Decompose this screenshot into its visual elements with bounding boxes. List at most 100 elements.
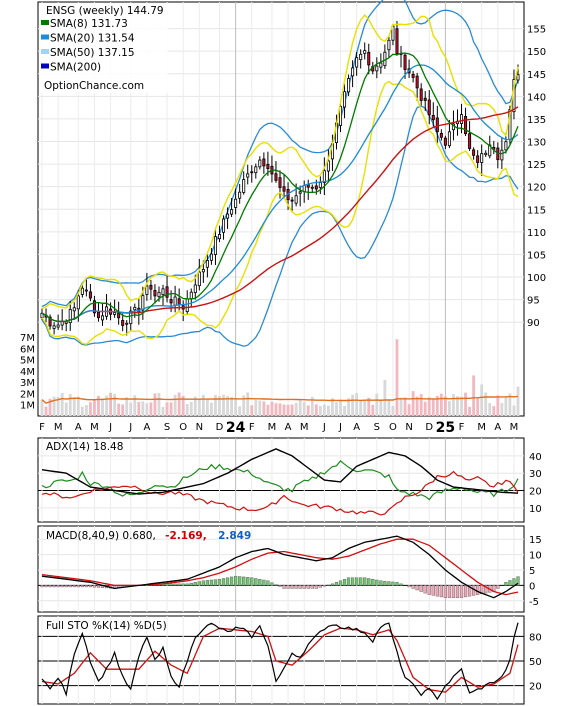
minus-di-line	[41, 470, 519, 516]
volume-bar	[177, 392, 181, 416]
month-label: 24	[226, 420, 246, 436]
volume-bar	[121, 404, 125, 416]
macd-hist-bar	[88, 585, 93, 588]
volume-bar	[290, 404, 294, 416]
volume-bar	[306, 405, 310, 416]
macd-hist-bar	[415, 585, 419, 591]
month-label: M	[477, 422, 486, 433]
price-tick-label: 135	[527, 115, 546, 126]
macd-hist-bar	[330, 583, 335, 586]
month-label: A	[143, 422, 150, 433]
macd-hist-bar	[346, 577, 351, 586]
volume-bar	[351, 394, 355, 416]
volume-bar	[84, 405, 88, 416]
macd-hist-bar	[76, 585, 80, 588]
legend-entries: SMA(8) 131.73 SMA(20) 131.54 SMA(50) 137.1…	[41, 18, 135, 74]
month-label: F	[249, 422, 255, 433]
macd-hist-bar	[92, 585, 97, 588]
legend-background	[40, 3, 168, 93]
volume-tick-label: 6M	[20, 344, 35, 355]
volume-bar	[310, 396, 314, 416]
volume-bar	[101, 398, 104, 416]
volume-bar	[302, 401, 306, 416]
month-label: N	[196, 422, 203, 433]
macd-hist-bar	[246, 577, 250, 586]
macd-hist-bar	[221, 578, 226, 586]
candle	[250, 165, 254, 183]
volume-bar	[460, 396, 463, 416]
candle	[52, 322, 56, 335]
macd-label-prefix: MACD(8,40,9) 0.680,	[46, 530, 156, 542]
volume-bar	[210, 402, 213, 416]
candle	[145, 272, 149, 301]
volume-average-line	[41, 395, 519, 404]
macd-hist-bar	[44, 585, 48, 588]
candle	[217, 225, 222, 243]
volume-bar	[105, 395, 108, 416]
macd-hist-bar	[467, 585, 472, 597]
volume-bar	[488, 403, 492, 416]
volume-bar	[226, 396, 229, 416]
volume-bar	[512, 405, 516, 416]
macd-hist-bar	[169, 583, 173, 586]
price-tick-label: 95	[527, 296, 540, 307]
adx-tick-label: 20	[529, 487, 542, 498]
candle	[246, 164, 250, 185]
volume-bar	[464, 392, 467, 416]
candle	[298, 185, 302, 207]
macd-hist-bar	[181, 583, 185, 586]
adx-grid: 10 20 30 40	[38, 438, 542, 522]
candle	[197, 258, 201, 291]
macd-hist-bar	[173, 583, 177, 586]
macd-hist-bar	[435, 585, 439, 597]
candle	[355, 51, 359, 76]
envelope-upper	[41, 14, 519, 310]
sto-k-line	[41, 622, 519, 701]
price-tick-label: 115	[527, 205, 546, 216]
volume-bar	[270, 401, 274, 416]
macd-panel-frame	[37, 525, 525, 613]
macd-hist-bar	[234, 575, 238, 586]
candle	[427, 90, 431, 125]
volume-bar	[205, 398, 209, 416]
volume-bar	[40, 399, 44, 416]
candle	[48, 314, 52, 330]
macd-hist-bar	[298, 585, 302, 589]
price-tick-label: 140	[527, 92, 546, 103]
volume-bar	[375, 393, 379, 416]
candle	[423, 91, 427, 111]
macd-hist-bar	[407, 585, 411, 588]
candle	[419, 83, 423, 106]
adx-tick-label: 30	[529, 469, 542, 480]
volume-bar	[419, 394, 423, 416]
macd-hist-bar	[367, 578, 371, 586]
volume-bar	[218, 395, 221, 416]
sto-panel: 20 50 80 Full STO %K(14) %D(5)	[37, 615, 542, 705]
volume-bar	[347, 398, 350, 416]
macd-hist-bar	[455, 585, 460, 598]
ticker-label: ENSG (weekly) 144.79	[46, 5, 164, 17]
moving-averages	[41, 14, 519, 346]
macd-hist-bar	[419, 585, 423, 592]
plus-di-line	[41, 460, 519, 501]
macd-hist-bar	[48, 585, 52, 588]
month-label: J	[338, 422, 342, 433]
macd-hist-bar	[282, 585, 286, 589]
macd-hist-bar	[355, 577, 359, 586]
macd-signal-line	[41, 538, 519, 596]
month-label: M	[510, 422, 519, 433]
volume-bar	[129, 402, 133, 416]
month-label: A	[285, 422, 292, 433]
month-label: A	[75, 422, 82, 433]
month-label: F	[459, 422, 465, 433]
macd-hist-bar	[451, 585, 456, 598]
macd-hist-bar	[209, 579, 214, 586]
macd-hist-bar	[508, 580, 512, 586]
macd-hist-bar	[193, 582, 197, 586]
candle	[92, 295, 96, 317]
volume-bar	[161, 406, 165, 416]
volume-bar	[322, 404, 326, 416]
volume-bar	[214, 395, 217, 416]
macd-hist-bar	[375, 579, 379, 586]
volume-bar	[371, 404, 375, 416]
